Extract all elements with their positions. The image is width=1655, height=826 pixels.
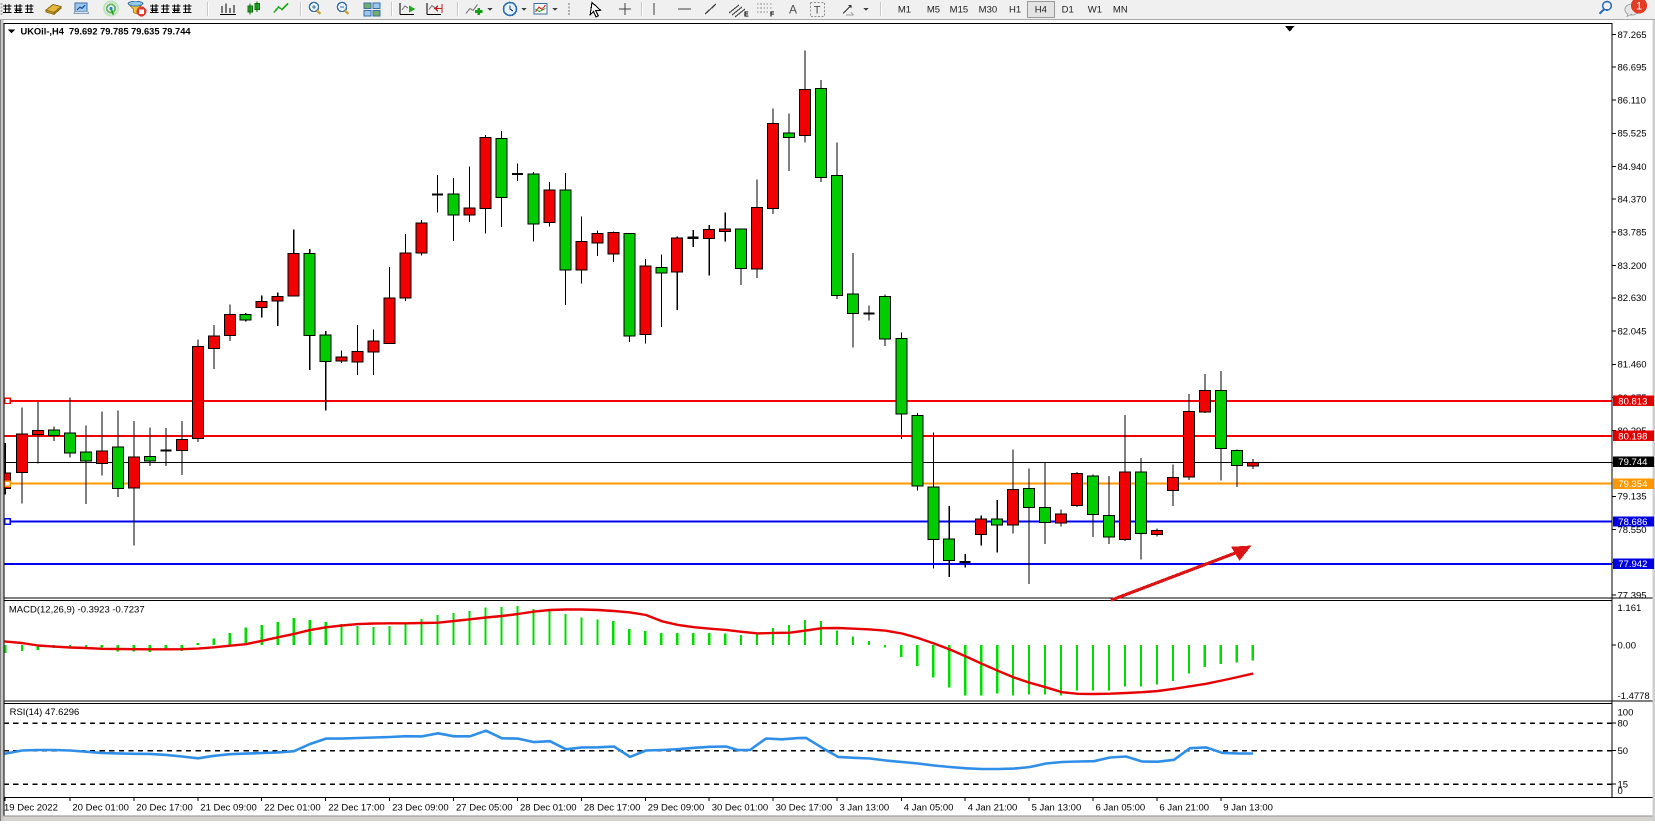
svg-text:100: 100	[1618, 707, 1634, 718]
svg-text:30 Dec 01:00: 30 Dec 01:00	[712, 803, 769, 814]
svg-text:77.942: 77.942	[1618, 559, 1647, 570]
svg-text:30 Dec 17:00: 30 Dec 17:00	[776, 803, 833, 814]
svg-text:84.370: 84.370	[1618, 194, 1647, 205]
svg-text:80.813: 80.813	[1618, 396, 1647, 407]
svg-text:A: A	[789, 3, 797, 17]
svg-text:1: 1	[1636, 0, 1642, 12]
svg-text:22 Dec 01:00: 22 Dec 01:00	[264, 803, 321, 814]
svg-text:M1: M1	[898, 5, 911, 16]
svg-text:82.630: 82.630	[1618, 293, 1647, 304]
svg-text:M15: M15	[950, 5, 968, 16]
svg-text:28 Dec 17:00: 28 Dec 17:00	[584, 803, 641, 814]
svg-text:83.785: 83.785	[1618, 228, 1647, 239]
svg-text:1.161: 1.161	[1618, 603, 1642, 614]
svg-text:4 Jan 21:00: 4 Jan 21:00	[968, 803, 1018, 814]
svg-text:29 Dec 09:00: 29 Dec 09:00	[648, 803, 705, 814]
svg-text:50: 50	[1618, 746, 1629, 757]
svg-text:RSI(14) 47.6296: RSI(14) 47.6296	[10, 707, 80, 718]
svg-text:M30: M30	[979, 5, 997, 16]
svg-text:D1: D1	[1062, 5, 1074, 16]
svg-text:79.744: 79.744	[1618, 457, 1647, 468]
svg-text:9 Jan 13:00: 9 Jan 13:00	[1223, 803, 1273, 814]
svg-text:21 Dec 09:00: 21 Dec 09:00	[200, 803, 257, 814]
svg-text:27 Dec 05:00: 27 Dec 05:00	[456, 803, 513, 814]
svg-text:MACD(12,26,9) -0.3923 -0.7237: MACD(12,26,9) -0.3923 -0.7237	[9, 605, 145, 616]
svg-text:79.135: 79.135	[1618, 492, 1647, 503]
svg-text:80: 80	[1618, 719, 1629, 730]
svg-text:6 Jan 05:00: 6 Jan 05:00	[1096, 803, 1146, 814]
svg-text:E: E	[744, 12, 749, 19]
svg-text:F: F	[770, 12, 775, 19]
svg-text:23 Dec 09:00: 23 Dec 09:00	[392, 803, 449, 814]
svg-text:22 Dec 17:00: 22 Dec 17:00	[328, 803, 385, 814]
svg-text:M5: M5	[927, 5, 940, 16]
svg-text:80.198: 80.198	[1618, 431, 1647, 442]
svg-text:-1.4778: -1.4778	[1618, 691, 1650, 702]
svg-text:78.686: 78.686	[1618, 517, 1647, 528]
svg-text:20 Dec 01:00: 20 Dec 01:00	[72, 803, 129, 814]
svg-text:5 Jan 13:00: 5 Jan 13:00	[1032, 803, 1082, 814]
svg-text:77.395: 77.395	[1618, 591, 1647, 602]
svg-text:4 Jan 05:00: 4 Jan 05:00	[904, 803, 954, 814]
svg-text:3 Jan 13:00: 3 Jan 13:00	[840, 803, 890, 814]
svg-text:85.525: 85.525	[1618, 129, 1647, 140]
svg-text:0: 0	[1618, 786, 1623, 797]
svg-text:0.00: 0.00	[1618, 641, 1637, 652]
svg-text:86.695: 86.695	[1618, 62, 1647, 73]
svg-text:86.110: 86.110	[1618, 96, 1646, 107]
svg-text:20 Dec 17:00: 20 Dec 17:00	[136, 803, 193, 814]
svg-text:79.354: 79.354	[1618, 479, 1647, 490]
svg-text:83.200: 83.200	[1618, 261, 1647, 272]
svg-text:UKOil-,H4 79.692 79.785 79.63: UKOil-,H4 79.692 79.785 79.635 79.744	[21, 27, 192, 37]
svg-text:MN: MN	[1113, 5, 1128, 16]
svg-text:T: T	[814, 5, 821, 17]
svg-text:84.940: 84.940	[1618, 162, 1647, 173]
svg-text:81.460: 81.460	[1618, 360, 1647, 371]
svg-text:H1: H1	[1009, 5, 1021, 16]
svg-text:82.045: 82.045	[1618, 326, 1647, 337]
svg-text:87.265: 87.265	[1618, 30, 1647, 41]
svg-text:H4: H4	[1035, 5, 1047, 16]
svg-text:28 Dec 01:00: 28 Dec 01:00	[520, 803, 577, 814]
svg-text:W1: W1	[1088, 5, 1102, 16]
svg-text:19 Dec 2022: 19 Dec 2022	[4, 803, 58, 814]
svg-text:6 Jan 21:00: 6 Jan 21:00	[1159, 803, 1209, 814]
